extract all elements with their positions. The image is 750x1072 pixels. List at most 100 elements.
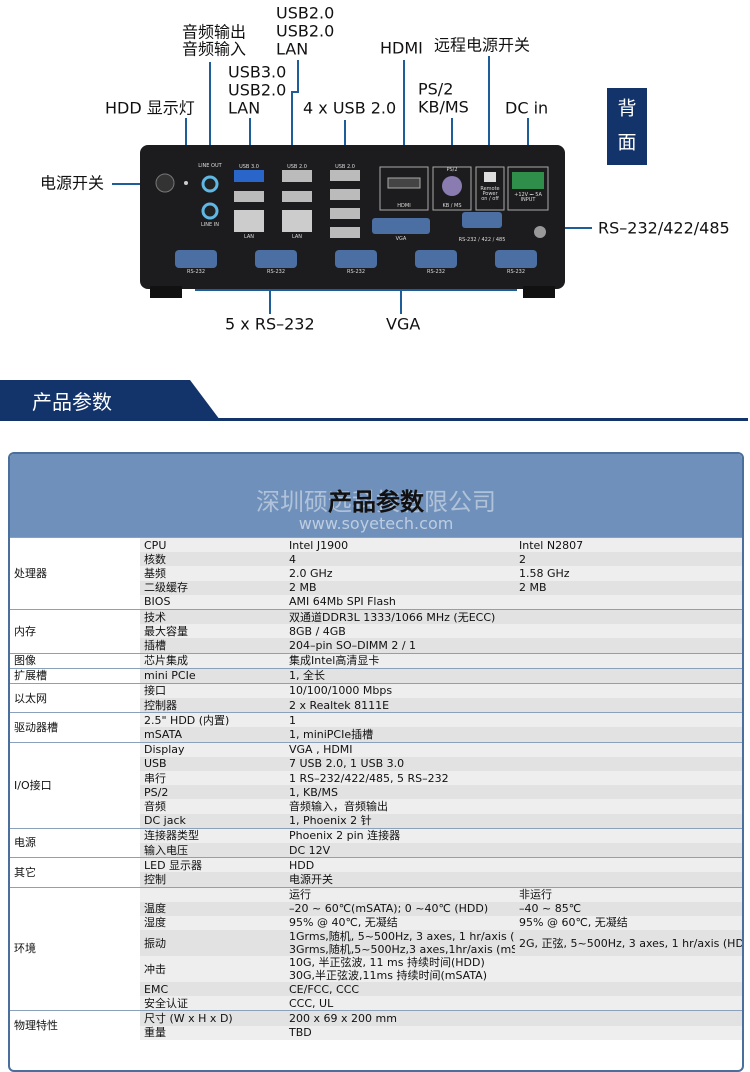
value-cell: 1, miniPCIe插槽: [285, 727, 515, 743]
value-line: 1.58 GHz: [519, 566, 570, 580]
value-line: 2 x Realtek 8111E: [289, 698, 390, 712]
value-cell: 95% @ 60℃, 无凝结: [515, 915, 742, 931]
value-cell: CCC, UL: [285, 996, 515, 1011]
value-cell: 2.0 GHz: [285, 566, 515, 581]
value-cell: DC 12V: [285, 842, 515, 858]
value-line: TBD: [289, 1026, 312, 1040]
value-line: 2.0 GHz: [289, 566, 333, 580]
value-cell: 非运行: [515, 886, 742, 902]
group-cell: 电源: [10, 827, 140, 858]
spec-row: 处理器 CPU Intel J1900 Intel N2807: [10, 537, 742, 610]
group-cell: 环境: [10, 886, 140, 1011]
value-cell: 运行: [285, 886, 515, 902]
spec-row: 振动 1Grms,随机, 5~500Hz, 3 axes, 1 hr/axis (…: [10, 930, 742, 957]
foot: [523, 286, 555, 298]
value-line: 运行: [289, 888, 311, 902]
value-cell: [515, 813, 742, 829]
value-cell: [515, 771, 742, 786]
callout-label: RS–232/422/485: [598, 219, 730, 238]
value-cell: [515, 996, 742, 1011]
callout-label: USB2.0: [228, 81, 286, 100]
item-cell: 核数: [140, 552, 285, 567]
item-cell: 连接器类型: [140, 827, 285, 843]
value-line: 7 USB 2.0, 1 USB 3.0: [289, 757, 405, 771]
callout-label: 电源开关: [40, 174, 104, 193]
section-line: [0, 418, 748, 421]
value-cell: [515, 799, 742, 814]
item-cell: 技术: [140, 608, 285, 625]
value-cell: 1 RS–232/422/485, 5 RS–232: [285, 771, 515, 786]
callout-label: LAN: [276, 40, 308, 59]
value-line: 1Grms,随机, 5~500Hz, 3 axes, 1 hr/axis (HD…: [289, 930, 515, 944]
table-header: 深圳硕远科技有限公司 www.soyetech.com 产品参数: [10, 454, 742, 537]
port-label: RS-232: [267, 269, 285, 275]
callout-label: HDMI: [380, 39, 423, 58]
value-line: 1, KB/MS: [289, 785, 338, 799]
item-cell: 控制: [140, 872, 285, 887]
value-cell: [515, 652, 742, 669]
value-cell: [515, 741, 742, 757]
value-line: 双通道DDR3L 1333/1066 MHz (无ECC): [289, 610, 496, 624]
spec-row: 物理特性 尺寸 (W x H x D) 200 x 69 x 200 mm: [10, 1010, 742, 1040]
spec-row: 安全认证 CCC, UL: [10, 996, 742, 1011]
value-line: 95% @ 60℃, 无凝结: [519, 916, 628, 930]
value-cell: 集成Intel高清显卡: [285, 652, 515, 669]
item-cell: 插槽: [140, 638, 285, 653]
spec-row: BIOS AMI 64Mb SPI Flash: [10, 594, 742, 610]
spec-table: 处理器 CPU Intel J1900 Intel N2807 核数 4 2 基频 2.0 GH…: [10, 537, 742, 1040]
spec-row: 音频 音频输入，音频输出: [10, 799, 742, 814]
item-cell: mSATA: [140, 727, 285, 743]
group-cell: 扩展槽: [10, 667, 140, 684]
item-cell: Display: [140, 741, 285, 757]
spec-row: 最大容量 8GB / 4GB: [10, 624, 742, 639]
port-label: USB 2.0: [335, 164, 355, 170]
port-label: LINE OUT: [198, 163, 222, 169]
group-cell: 处理器: [10, 537, 140, 610]
value-line: CCC, UL: [289, 996, 334, 1010]
value-cell: 2 MB: [285, 580, 515, 595]
spec-row: 电源 连接器类型 Phoenix 2 pin 连接器: [10, 827, 742, 858]
callout-label: USB3.0: [228, 63, 286, 82]
spec-row: 二级缓存 2 MB 2 MB: [10, 580, 742, 595]
value-line: –20 ~ 60℃(mSATA); 0 ~40℃ (HDD): [289, 902, 489, 916]
value-line: 30G,半正弦波,11ms 持续时间(mSATA): [289, 969, 487, 983]
section-tab: [0, 380, 220, 420]
spec-row: I/O接口 Display VGA , HDMI: [10, 741, 742, 829]
value-cell: AMI 64Mb SPI Flash: [285, 594, 515, 610]
value-cell: [515, 667, 742, 684]
item-cell: 串行: [140, 771, 285, 786]
value-line: DC 12V: [289, 843, 331, 857]
value-cell: [515, 872, 742, 887]
item-cell: 重量: [140, 1025, 285, 1040]
value-cell: [515, 857, 742, 873]
item-cell: 二级缓存: [140, 580, 285, 595]
value-cell: 2 MB: [515, 580, 742, 595]
item-cell: PS/2: [140, 785, 285, 800]
value-cell: 电源开关: [285, 872, 515, 887]
port-label: Remote: [480, 186, 499, 192]
port-label: USB 2.0: [287, 164, 307, 170]
value-cell: [515, 608, 742, 625]
value-line: 电源开关: [289, 872, 333, 886]
item-cell: 输入电压: [140, 842, 285, 858]
value-cell: 2G, 正弦, 5~500Hz, 3 axes, 1 hr/axis (HDD): [515, 930, 742, 957]
group-cell: 其它: [10, 857, 140, 887]
item-cell: 冲击: [140, 956, 285, 983]
item-cell: mini PCIe: [140, 667, 285, 684]
value-cell: [515, 712, 742, 728]
value-cell: 1, Phoenix 2 针: [285, 813, 515, 829]
value-line: AMI 64Mb SPI Flash: [289, 595, 396, 609]
value-cell: [515, 682, 742, 699]
value-cell: 1, KB/MS: [285, 785, 515, 800]
value-cell: –20 ~ 60℃(mSATA); 0 ~40℃ (HDD): [285, 901, 515, 916]
value-cell: [515, 594, 742, 610]
group-cell: 内存: [10, 608, 140, 653]
value-cell: [515, 638, 742, 653]
spec-row: 以太网 接口 10/100/1000 Mbps: [10, 682, 742, 713]
port-label: KB / MS: [442, 203, 461, 209]
value-cell: 1Grms,随机, 5~500Hz, 3 axes, 1 hr/axis (HD…: [285, 930, 515, 957]
spec-row: 控制 电源开关: [10, 872, 742, 887]
value-cell: –40 ~ 85℃: [515, 901, 742, 916]
value-cell: [515, 982, 742, 997]
